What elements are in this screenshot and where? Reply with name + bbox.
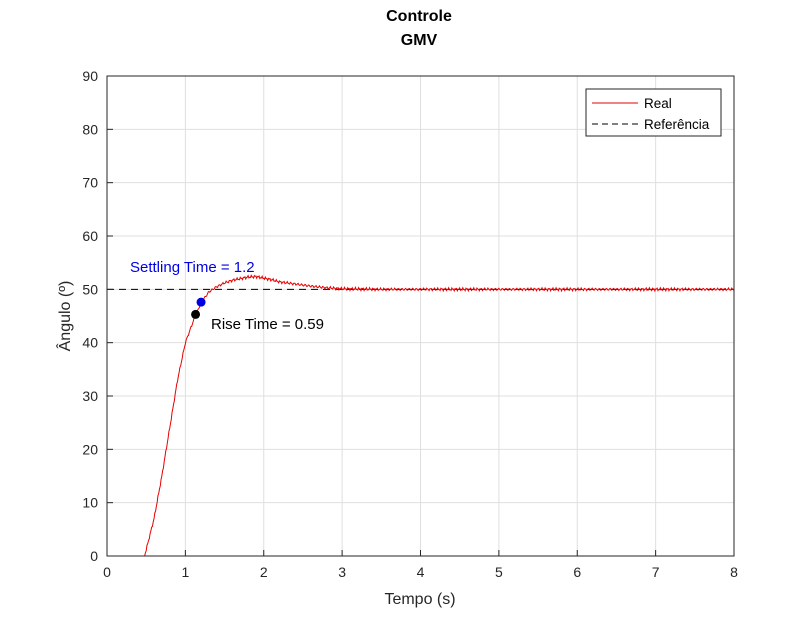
x-tick-label: 1: [181, 564, 189, 580]
y-axis-label: Ângulo (º): [55, 281, 74, 352]
rise-time-marker: [191, 309, 201, 319]
y-tick-label: 50: [82, 281, 98, 297]
chart-subtitle: GMV: [401, 32, 438, 49]
x-tick-label: 5: [495, 564, 503, 580]
markers-layer: [191, 297, 206, 319]
y-tick-label: 70: [82, 175, 98, 191]
y-tick-label: 30: [82, 388, 98, 404]
legend-box: [585, 88, 722, 137]
x-tick-label: 6: [573, 564, 581, 580]
y-tick-label: 10: [82, 495, 98, 511]
legend-label-referencia: Referência: [644, 117, 710, 132]
x-axis-label: Tempo (s): [384, 591, 455, 608]
y-tick-label: 90: [82, 68, 98, 84]
x-tick-label: 2: [260, 564, 268, 580]
legend: Real Referência: [585, 88, 722, 137]
settling-time-label: Settling Time = 1.2: [130, 259, 255, 276]
settling-time-marker: [196, 297, 206, 307]
y-tick-label: 60: [82, 228, 98, 244]
x-tick-label: 7: [652, 564, 660, 580]
y-tick-label: 0: [90, 548, 98, 564]
x-tick-label: 4: [417, 564, 425, 580]
legend-label-real: Real: [644, 96, 672, 111]
series-layer: [107, 273, 735, 557]
x-tick-label: 8: [730, 564, 738, 580]
rise-time-label: Rise Time = 0.59: [211, 316, 324, 333]
x-tick-label: 3: [338, 564, 346, 580]
y-tick-label: 40: [82, 335, 98, 351]
chart-title: Controle: [386, 8, 452, 25]
y-tick-label: 20: [82, 441, 98, 457]
x-tick-label: 0: [103, 564, 111, 580]
y-tick-label: 80: [82, 121, 98, 137]
series-line-real: [107, 273, 735, 557]
